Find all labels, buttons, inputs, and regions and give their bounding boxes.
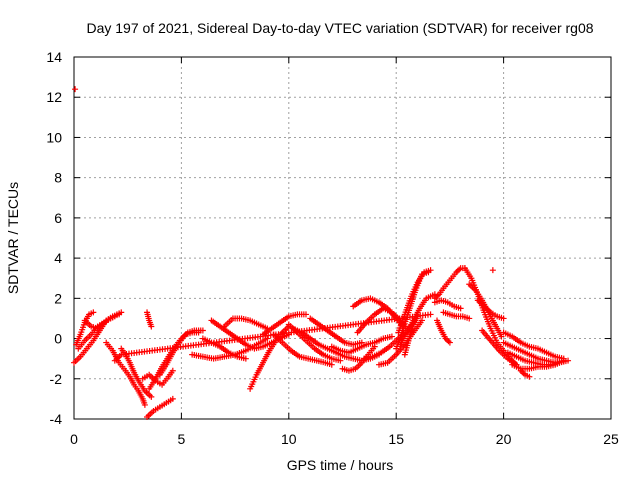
- y-tick-label: 0: [54, 331, 62, 347]
- y-tick-label: 6: [54, 210, 62, 226]
- data-point: [148, 323, 155, 330]
- data-point: [195, 329, 202, 336]
- x-axis-label: GPS time / hours: [287, 457, 394, 473]
- y-tick-labels: -4 -2 0 2 4 6 8 10 12 14: [46, 49, 62, 427]
- data-point: [427, 267, 434, 274]
- y-tick-label: -2: [50, 371, 63, 387]
- data-point: [118, 309, 125, 316]
- x-tick-label: 10: [281, 431, 297, 447]
- data-point: [90, 309, 97, 316]
- x-tick-label: 25: [603, 431, 619, 447]
- data-point: [148, 393, 155, 400]
- x-tick-label: 0: [70, 431, 78, 447]
- chart-title: Day 197 of 2021, Sidereal Day-to-day VTE…: [86, 20, 593, 36]
- data-point: [427, 311, 434, 318]
- data-marks: [71, 86, 572, 420]
- data-point: [302, 311, 309, 318]
- data-point: [466, 315, 473, 322]
- x-tick-labels: 0 5 10 15 20 25: [70, 431, 619, 447]
- x-tick-label: 20: [496, 431, 512, 447]
- data-point: [500, 315, 507, 322]
- y-axis-label: SDTVAR / TECUs: [5, 182, 21, 294]
- data-point: [169, 367, 176, 374]
- y-tick-label: 14: [46, 49, 62, 65]
- x-tick-label: 5: [178, 431, 186, 447]
- y-tick-label: -4: [50, 411, 63, 427]
- data-point: [418, 317, 425, 324]
- y-tick-label: 4: [54, 250, 62, 266]
- data-point: [489, 267, 496, 274]
- data-point: [388, 333, 395, 340]
- data-point: [169, 395, 176, 402]
- data-point: [560, 357, 567, 364]
- x-tick-label: 15: [388, 431, 404, 447]
- axis-ticks: [73, 56, 612, 420]
- data-point: [446, 339, 453, 346]
- y-tick-label: 2: [54, 290, 62, 306]
- data-point: [141, 401, 148, 408]
- data-point: [72, 86, 79, 93]
- plot-frame: [73, 56, 612, 420]
- data-point: [526, 373, 533, 380]
- data-point: [328, 361, 335, 368]
- y-tick-label: 8: [54, 170, 62, 186]
- y-tick-label: 12: [46, 89, 62, 105]
- y-tick-label: 10: [46, 129, 62, 145]
- data-point: [242, 355, 249, 362]
- grid: [74, 57, 611, 419]
- data-point: [199, 327, 206, 334]
- data-point: [337, 357, 344, 364]
- data-point: [457, 305, 464, 312]
- data-point: [498, 333, 505, 340]
